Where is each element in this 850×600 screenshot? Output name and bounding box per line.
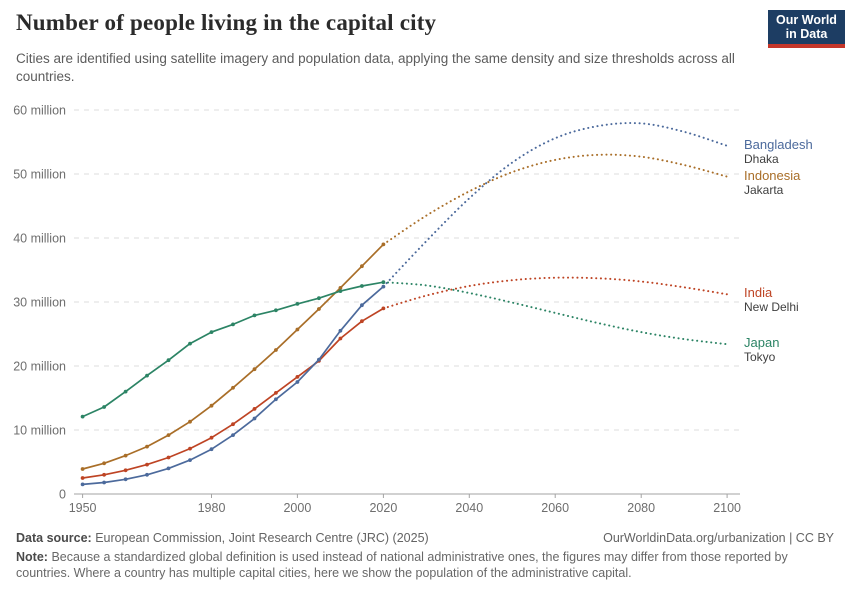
data-point-bangladesh bbox=[123, 477, 128, 482]
y-tick-label: 60 million bbox=[13, 104, 66, 118]
y-tick-label: 50 million bbox=[13, 168, 66, 182]
chart-area: 0 10 million 20 million 30 million 40 millio… bbox=[13, 104, 812, 516]
data-point-japan bbox=[145, 373, 149, 378]
data-point-india bbox=[295, 375, 300, 379]
data-point-japan bbox=[188, 341, 192, 346]
page-title: Number of people living in the capital c… bbox=[16, 10, 437, 35]
data-point-japan bbox=[123, 389, 128, 394]
data-point-bangladesh bbox=[252, 416, 257, 421]
data-point-indonesia bbox=[231, 385, 235, 390]
data-point-bangladesh bbox=[231, 433, 235, 437]
data-point-japan bbox=[252, 313, 257, 318]
data-point-indonesia bbox=[166, 433, 171, 437]
data-point-japan bbox=[231, 322, 235, 327]
y-tick-label: 10 million bbox=[13, 424, 66, 438]
data-point-bangladesh bbox=[209, 447, 214, 452]
data-point-indonesia bbox=[80, 467, 85, 471]
x-tick-label: 2080 bbox=[627, 501, 655, 515]
data-source-label: Data source: bbox=[16, 531, 92, 545]
projection-line-japan bbox=[382, 281, 729, 346]
logo-line-1: Our World bbox=[776, 12, 837, 27]
data-point-india bbox=[274, 391, 278, 395]
data-point-india bbox=[360, 319, 364, 324]
x-tick-label: 1950 bbox=[69, 501, 97, 515]
data-point-bangladesh bbox=[145, 472, 149, 477]
note-text: Because a standardized global definition… bbox=[16, 550, 788, 580]
data-point-japan bbox=[295, 302, 300, 306]
data-point-japan bbox=[274, 308, 278, 313]
data-point-bangladesh bbox=[80, 482, 85, 487]
data-point-india bbox=[188, 446, 192, 451]
data-point-indonesia bbox=[123, 453, 128, 458]
x-tick-label: 2100 bbox=[713, 501, 741, 515]
data-point-japan bbox=[360, 284, 364, 288]
data-point-bangladesh bbox=[102, 480, 106, 485]
data-point-india bbox=[252, 407, 257, 411]
owid-logo: Our World in Data bbox=[768, 10, 845, 48]
data-point-japan bbox=[80, 414, 85, 419]
data-point-india bbox=[231, 422, 235, 427]
data-point-indonesia bbox=[338, 286, 343, 290]
data-point-indonesia bbox=[317, 307, 321, 311]
data-point-japan bbox=[317, 296, 321, 301]
y-tick-label: 40 million bbox=[13, 232, 66, 246]
data-point-indonesia bbox=[252, 367, 257, 372]
data-point-bangladesh bbox=[188, 458, 192, 462]
data-point-indonesia bbox=[188, 419, 192, 424]
data-point-india bbox=[209, 435, 214, 440]
data-point-indonesia bbox=[360, 264, 364, 269]
data-point-bangladesh bbox=[360, 303, 364, 308]
projection-line-bangladesh bbox=[382, 122, 729, 288]
chart-subtitle: Cities are identified using satellite im… bbox=[16, 51, 735, 84]
data-point-indonesia bbox=[102, 461, 106, 466]
y-tick-label: 20 million bbox=[13, 360, 66, 374]
data-point-india bbox=[80, 476, 85, 480]
data-point-indonesia bbox=[145, 444, 149, 449]
data-point-bangladesh bbox=[317, 357, 321, 362]
data-point-india bbox=[145, 462, 149, 467]
data-point-indonesia bbox=[295, 327, 300, 332]
data-point-india bbox=[123, 468, 128, 473]
data-point-japan bbox=[209, 330, 214, 334]
note-label: Note: bbox=[16, 550, 48, 564]
projection-line-indonesia bbox=[382, 153, 729, 246]
data-point-japan bbox=[166, 358, 171, 363]
data-point-india bbox=[102, 472, 106, 477]
chart-canvas: 0 10 million 20 million 30 million 40 millio… bbox=[13, 104, 741, 516]
data-point-bangladesh bbox=[166, 466, 171, 471]
data-point-japan bbox=[338, 289, 343, 293]
chart-footer: Data source: European Commission, Joint … bbox=[16, 530, 834, 581]
chart-note: Note: Because a standardized global defi… bbox=[16, 550, 834, 581]
x-tick-label: 2020 bbox=[369, 501, 397, 515]
data-point-india bbox=[338, 336, 343, 341]
data-point-indonesia bbox=[209, 403, 214, 408]
data-point-india bbox=[166, 455, 171, 460]
attribution-link[interactable]: OurWorldinData.org/urbanization | CC BY bbox=[603, 531, 834, 545]
y-tick-label: 30 million bbox=[13, 296, 66, 310]
data-point-bangladesh bbox=[338, 328, 343, 333]
data-point-bangladesh bbox=[274, 397, 278, 402]
data-point-bangladesh bbox=[295, 380, 300, 384]
y-tick-label: 0 bbox=[59, 488, 66, 502]
projection-line-india bbox=[382, 276, 729, 310]
data-point-japan bbox=[102, 405, 106, 409]
x-tick-label: 1980 bbox=[198, 501, 226, 515]
data-source-value: European Commission, Joint Research Cent… bbox=[95, 531, 429, 545]
data-source-line: Data source: European Commission, Joint … bbox=[16, 530, 429, 546]
logo-line-2: in Data bbox=[785, 27, 828, 41]
x-tick-label: 2060 bbox=[541, 501, 569, 515]
data-point-indonesia bbox=[274, 348, 278, 352]
x-tick-label: 2000 bbox=[283, 501, 311, 515]
x-tick-label: 2040 bbox=[455, 501, 483, 515]
